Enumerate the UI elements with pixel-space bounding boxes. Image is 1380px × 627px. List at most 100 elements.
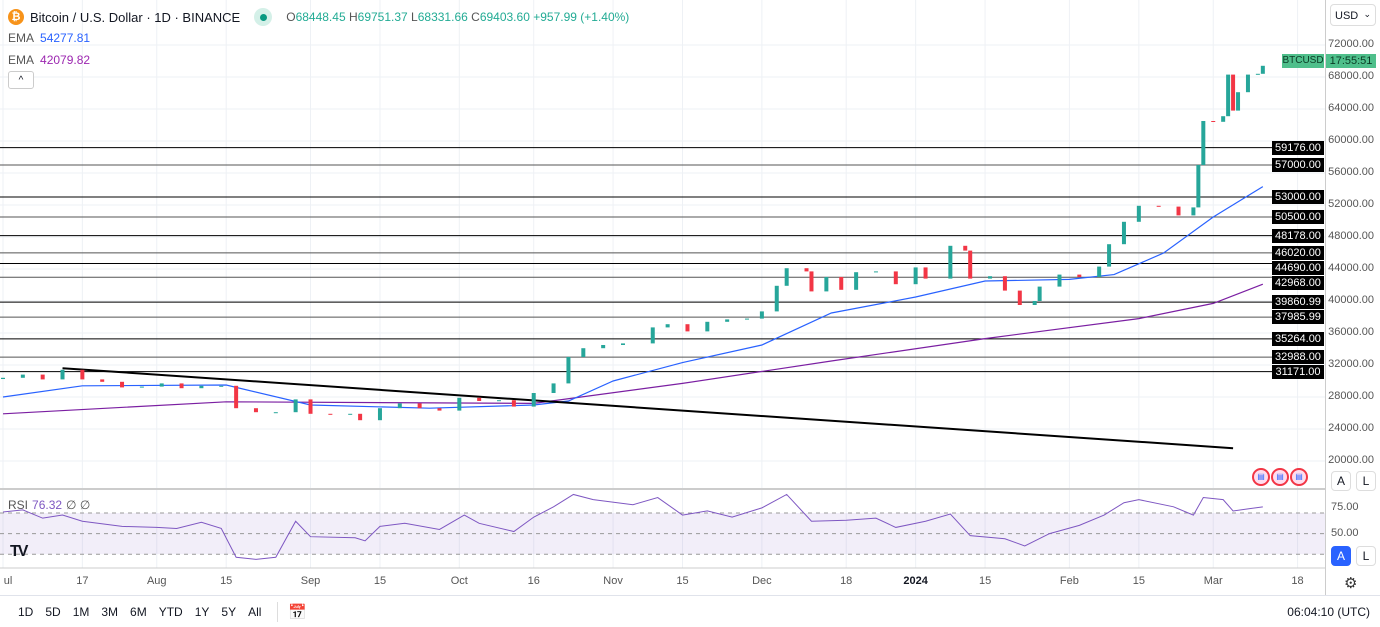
time-tick: ul [3, 575, 13, 587]
time-tick: Feb [1059, 575, 1079, 587]
candle [1221, 116, 1226, 122]
price-tick: 32000.00 [1328, 358, 1374, 370]
candle [1255, 73, 1260, 75]
candle [273, 412, 278, 414]
range-button-1m[interactable]: 1M [72, 604, 90, 619]
candle [1057, 274, 1062, 287]
candle [1260, 65, 1265, 74]
candle [824, 277, 829, 292]
price-chart[interactable] [0, 0, 1325, 595]
time-tick: Nov [603, 575, 623, 587]
price-tick: 72000.00 [1328, 38, 1374, 50]
symbol-legend: ₿ Bitcoin / U.S. Dollar · 1D · BINANCE O… [8, 8, 629, 26]
rsi-legend[interactable]: RSI 76.32 ∅ ∅ [8, 498, 91, 512]
candle [1201, 121, 1206, 165]
candle [60, 369, 65, 380]
ema-fast-legend[interactable]: EMA 54277.81 [8, 31, 91, 45]
time-tick: Sep [300, 575, 321, 587]
candle [358, 413, 363, 421]
range-button-6m[interactable]: 6M [130, 604, 147, 619]
candle [179, 383, 184, 389]
range-button-5y[interactable]: 5Y [221, 604, 237, 619]
candle [893, 271, 898, 285]
candle [1156, 205, 1161, 207]
candle [705, 321, 710, 332]
us-flag-icon[interactable]: ▤ [1271, 468, 1289, 486]
auto-scale-button[interactable]: A [1331, 471, 1351, 491]
candle [774, 285, 779, 312]
market-open-icon [254, 8, 273, 26]
time-tick: Mar [1203, 575, 1223, 587]
rsi-log-scale-button[interactable]: L [1356, 546, 1376, 566]
range-button-all[interactable]: All [248, 604, 262, 619]
tradingview-logo[interactable]: TV [10, 543, 29, 560]
candle [665, 324, 670, 328]
trendline[interactable] [62, 367, 1234, 450]
ema-slow-line [2, 283, 1264, 415]
currency-select[interactable]: USD ⌄ [1330, 4, 1376, 26]
economic-events-icon[interactable]: ▤ ▤ ▤ [1252, 468, 1308, 486]
range-button-5d[interactable]: 5D [45, 604, 61, 619]
calendar-goto-icon[interactable]: 📅 [288, 603, 308, 621]
price-tick: 52000.00 [1328, 198, 1374, 210]
candle [477, 397, 482, 401]
candle [809, 271, 814, 292]
price-tick: 28000.00 [1328, 390, 1374, 402]
candle [1231, 74, 1236, 111]
level-label: 50500.00 [1272, 210, 1324, 224]
candle [913, 267, 918, 285]
time-tick: Oct [450, 575, 468, 587]
rsi-tick: 75.00 [1331, 501, 1359, 513]
candle [234, 385, 239, 409]
candle [437, 408, 442, 411]
symbol-title[interactable]: Bitcoin / U.S. Dollar · 1D · BINANCE [30, 9, 241, 25]
time-tick: 15 [373, 575, 387, 587]
candle [1017, 290, 1022, 305]
ema-slow-legend[interactable]: EMA 42079.82 [8, 53, 91, 67]
candle [199, 385, 204, 389]
clock[interactable]: 06:04:10 (UTC) [1287, 605, 1370, 619]
candle [1211, 121, 1216, 122]
candle [1077, 274, 1082, 277]
candle [100, 379, 105, 382]
divider [277, 601, 279, 622]
settings-icon[interactable]: ⚙ [1344, 575, 1358, 592]
level-label: 46020.00 [1272, 245, 1324, 260]
log-scale-button[interactable]: L [1356, 471, 1376, 491]
candle [1107, 244, 1112, 267]
chevron-down-icon: ⌄ [1363, 9, 1371, 19]
range-button-ytd[interactable]: YTD [158, 604, 183, 619]
level-label: 42968.00 [1272, 275, 1324, 290]
price-tick: 48000.00 [1328, 230, 1374, 242]
ohlc-values: O68448.45 H69751.37 L68331.66 C69403.60 … [286, 10, 630, 24]
rsi-band [0, 513, 1325, 555]
price-tick: 64000.00 [1328, 102, 1374, 114]
price-tick: 60000.00 [1328, 134, 1374, 146]
candle [1032, 301, 1037, 305]
level-label: 59176.00 [1272, 140, 1324, 155]
rsi-auto-scale-button[interactable]: A [1331, 546, 1351, 566]
time-tick: Aug [146, 575, 167, 587]
price-tick: 36000.00 [1328, 326, 1374, 338]
range-button-3m[interactable]: 3M [101, 604, 119, 619]
price-tick: 40000.00 [1328, 294, 1374, 306]
level-label: 32988.00 [1272, 350, 1324, 365]
symbol-price-badge: BTCUSD [1282, 54, 1324, 68]
candle [511, 400, 516, 407]
candle [948, 245, 953, 279]
time-tick: 15 [676, 575, 689, 587]
us-flag-icon[interactable]: ▤ [1290, 468, 1308, 486]
price-axis[interactable]: USD ⌄ 72000.00 68000.00 64000.00 60000.00 560… [1325, 0, 1380, 595]
time-tick: 18 [1291, 575, 1304, 587]
candle [293, 399, 298, 413]
chevron-up-icon[interactable]: ^ [8, 71, 34, 89]
candle [923, 267, 928, 279]
range-button-1d[interactable]: 1D [18, 604, 34, 619]
us-flag-icon[interactable]: ▤ [1252, 468, 1270, 486]
time-tick: 17 [76, 575, 89, 587]
candle [1, 377, 5, 380]
range-button-1y[interactable]: 1Y [194, 604, 210, 619]
candle [759, 311, 764, 319]
candle [804, 268, 809, 272]
candle [650, 327, 655, 344]
